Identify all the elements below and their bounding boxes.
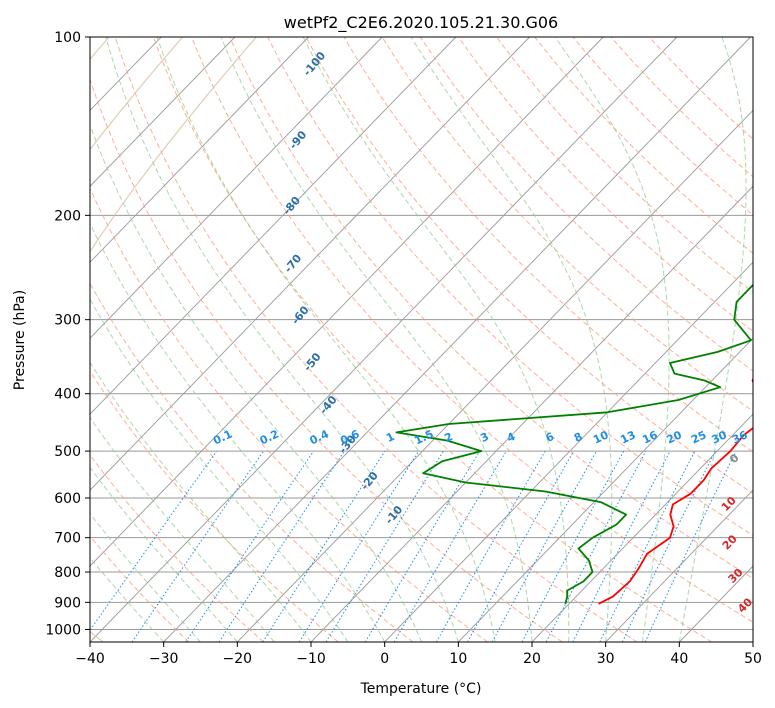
isotherm-line: [458, 337, 753, 642]
isotherm-line: [531, 413, 753, 642]
dewpoint-line: [395, 283, 753, 605]
isotherm-line: [237, 109, 753, 642]
moist-adiabat-line: [90, 416, 275, 642]
x-axis-label: Temperature (°C): [360, 681, 482, 697]
dry-adiabat-line: [90, 370, 339, 642]
moist-adiabat-line: [90, 557, 165, 642]
x-tick-label: −30: [149, 651, 179, 667]
moist-adiabat-line: [410, 37, 613, 642]
mixing-ratio-line: [262, 450, 386, 642]
moist-adiabat-line: [156, 37, 496, 642]
mixing-ratio-line: [521, 450, 625, 642]
mixing-ratio-line: [364, 450, 481, 642]
plot-frame: [89, 36, 754, 643]
dry-adiabat-line: [191, 37, 753, 623]
mixing-ratio-line: [298, 450, 420, 642]
dry-adiabat-line: [90, 282, 414, 642]
x-axis-ticks: −40 −30 −20 −10 0 10 20 30 40 50: [75, 642, 762, 667]
isotherm-line: [90, 37, 236, 187]
y-tick-label: 200: [54, 208, 81, 224]
mixing-ratio-line: [491, 450, 597, 642]
chart-title: wetPf2_C2E6.2020.105.21.30.G06: [284, 13, 558, 33]
x-tick-label: 40: [670, 651, 688, 667]
y-tick-label: 400: [54, 387, 81, 403]
mixing-ratio-line: [218, 450, 345, 642]
isotherm-line: [384, 261, 753, 642]
temperature-line: [598, 377, 753, 605]
moist-adiabat-line: [90, 222, 386, 642]
mixing-ratio-line: [393, 450, 507, 642]
y-tick-label: 600: [54, 491, 81, 507]
isotherm-line: [90, 37, 457, 415]
y-tick-label: 800: [54, 565, 81, 581]
mixing-ratio-line: [467, 450, 575, 642]
x-tick-label: 0: [380, 651, 389, 667]
x-tick-label: −20: [223, 651, 253, 667]
x-tick-label: 50: [744, 651, 762, 667]
mixing-ratio-line: [435, 450, 546, 642]
isotherm-line: [90, 37, 309, 263]
mixing-ratio-label: 36: [730, 428, 750, 446]
dry-adiabat-line: [343, 37, 753, 453]
isotherm-line: [90, 37, 530, 491]
moist-adiabat-line: [90, 123, 422, 642]
x-tick-label: −10: [296, 651, 326, 667]
isotherm-line: [163, 37, 751, 642]
dry-adiabat-line: [305, 37, 753, 494]
moist-adiabat-line: [554, 37, 670, 642]
moist-adiabat-line: [678, 37, 747, 642]
mixing-ratio-line: [644, 450, 737, 642]
mixing-ratio-label: 13: [618, 428, 637, 446]
x-tick-label: 10: [449, 651, 467, 667]
moist-adiabat-line: [220, 37, 533, 642]
y-tick-label: 300: [54, 313, 81, 329]
mixing-ratio-label: 10: [591, 428, 611, 446]
mixing-ratio-label: 20: [665, 428, 685, 446]
y-tick-label: 500: [54, 444, 81, 460]
x-tick-label: 30: [597, 651, 615, 667]
mixing-ratio-line: [572, 450, 671, 642]
dry-adiabat-line: [90, 77, 563, 642]
mixing-ratio-line: [599, 450, 696, 642]
x-tick-label: −40: [75, 651, 105, 667]
dry-adiabat-line: [90, 535, 190, 642]
isotherm-line: [90, 37, 604, 567]
y-tick-label: 100: [54, 30, 81, 46]
x-tick-label: 20: [523, 651, 541, 667]
moist-adiabat-line: [90, 466, 238, 642]
isotherm-line: [605, 489, 753, 642]
moist-adiabat-line: [90, 512, 201, 642]
dry-adiabat-line: [229, 37, 753, 579]
y-tick-label: 900: [54, 595, 81, 611]
dry-adiabat-line: [267, 37, 753, 537]
y-tick-label: 700: [54, 531, 81, 547]
mixing-ratio-line: [185, 450, 314, 642]
y-tick-label: 1000: [45, 622, 81, 638]
moist-adiabat-line: [105, 37, 459, 642]
dry-adiabat-line: [114, 37, 638, 642]
mixing-ratio-label: 30: [710, 428, 730, 446]
mixing-ratio-line: [545, 450, 647, 642]
mixing-ratio-label: 25: [689, 428, 708, 446]
series-layer: [395, 283, 753, 605]
mixing-ratio-line: [621, 450, 716, 642]
moist-adiabat-line: [90, 361, 312, 642]
moist-adiabat-line: [302, 37, 570, 642]
y-axis-ticks: 100 200 300 400 500 600 700 800 900 1000: [45, 30, 90, 638]
mixing-ratio-label: 16: [640, 428, 660, 446]
background-lines: [90, 37, 753, 642]
dry-adiabat-line: [90, 187, 488, 642]
mixing-ratio-line: [131, 450, 265, 642]
dry-adiabat-line: [419, 37, 753, 372]
moist-adiabat-line: [90, 298, 349, 642]
isotherm-line: [90, 37, 383, 339]
y-axis-label: Pressure (hPa): [12, 290, 28, 390]
